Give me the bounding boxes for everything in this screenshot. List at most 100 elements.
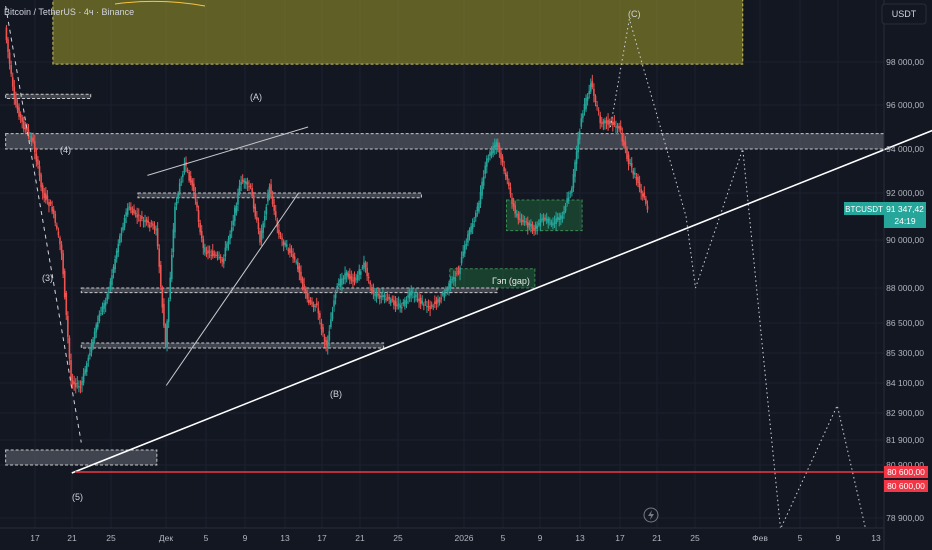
candle-body xyxy=(624,141,627,150)
time-tick-label: 21 xyxy=(67,533,77,543)
candle-body xyxy=(635,176,638,181)
candle-body xyxy=(207,250,209,254)
price-axis[interactable]: 98 000,00 96 000,00 94 000,00 92 000,00 90 0… xyxy=(883,0,924,550)
candle-body xyxy=(367,277,370,279)
candle-body xyxy=(596,104,598,107)
candle-body xyxy=(508,182,510,187)
candle-body xyxy=(246,181,249,185)
candle-body xyxy=(312,304,315,307)
candle-body xyxy=(589,83,592,92)
candle-body xyxy=(326,340,329,348)
candle-body xyxy=(74,383,77,388)
candle-body xyxy=(208,251,211,253)
candle-body xyxy=(222,258,225,264)
candle-body xyxy=(256,217,258,221)
candle-body xyxy=(537,223,540,225)
candle-body xyxy=(167,299,170,323)
candle-body xyxy=(397,303,400,306)
candle-body xyxy=(114,259,116,270)
price-badge-countdown: 24:19 xyxy=(894,216,916,226)
green-zone-top xyxy=(506,199,583,232)
candle-body xyxy=(117,243,120,253)
candle-body xyxy=(582,113,584,119)
time-tick-label: 17 xyxy=(317,533,327,543)
price-badge xyxy=(884,202,926,228)
candle-body xyxy=(580,118,583,127)
candle-body xyxy=(108,291,110,293)
candle-body xyxy=(463,245,466,254)
candle-body xyxy=(267,194,269,202)
candle-body xyxy=(178,183,181,193)
candle-body xyxy=(43,192,46,198)
candle-body xyxy=(274,211,277,218)
candle-body xyxy=(73,381,75,385)
candle-body xyxy=(437,298,439,303)
candle-body xyxy=(24,127,27,129)
candle-body xyxy=(575,151,578,165)
candle-body xyxy=(196,201,198,208)
time-tick-label: Фев xyxy=(752,533,768,543)
lightning-icon[interactable] xyxy=(643,507,659,523)
candle-body xyxy=(637,176,639,183)
candle-body xyxy=(355,278,357,280)
candle-body xyxy=(519,218,521,221)
candle-body xyxy=(498,145,501,153)
candle-body xyxy=(263,215,266,221)
candle-body xyxy=(11,77,14,87)
candle-body xyxy=(522,219,524,223)
candle-body xyxy=(405,300,408,304)
candle-body xyxy=(336,285,338,288)
candle-body xyxy=(539,219,542,227)
candle-body xyxy=(292,253,294,259)
candle-body xyxy=(643,192,646,198)
chart-title: Bitcoin / TetherUS · 4ч · Binance xyxy=(4,7,134,17)
candle-body xyxy=(334,293,337,299)
candle-body xyxy=(8,52,11,64)
candle-body xyxy=(133,208,135,214)
candle-body xyxy=(352,280,354,282)
candle-body xyxy=(259,231,261,243)
candle-body xyxy=(159,264,162,287)
candle-body xyxy=(421,300,424,304)
currency-button[interactable] xyxy=(881,3,927,25)
candle-body xyxy=(89,352,91,356)
candle-body xyxy=(627,154,630,164)
candle-body xyxy=(348,274,351,279)
time-axis[interactable]: 17 21 25 Дек 5 9 13 17 21 25 2026 5 9 13 17 21 25 Фев 5 9 13 xyxy=(0,527,884,543)
candle-body xyxy=(238,185,241,193)
candle-body xyxy=(112,266,115,274)
time-tick-label: 5 xyxy=(204,533,209,543)
level-badge-1-text: 80 600,00 xyxy=(887,467,925,477)
candle-body xyxy=(446,288,449,291)
candle-body xyxy=(56,225,58,229)
time-tick-label: Дек xyxy=(159,533,173,543)
candle-body xyxy=(350,276,353,281)
candle-body xyxy=(440,297,442,300)
candle-body xyxy=(572,174,575,188)
candle-body xyxy=(221,259,224,262)
candle-body xyxy=(511,197,513,204)
candle-body xyxy=(145,219,148,223)
candle-body xyxy=(419,297,422,304)
price-tick-label: 84 100,00 xyxy=(886,378,924,388)
candle-body xyxy=(612,121,614,125)
candle-body xyxy=(161,288,164,308)
candle-body xyxy=(388,296,390,300)
candle-body xyxy=(413,296,416,298)
wave-b-label: (B) xyxy=(330,389,342,399)
candle-body xyxy=(497,142,499,148)
time-tick-label: 13 xyxy=(280,533,290,543)
candle-body xyxy=(526,222,529,228)
candle-body xyxy=(588,90,590,95)
candle-body xyxy=(602,121,605,124)
candle-body xyxy=(226,243,228,249)
candle-body xyxy=(303,284,305,290)
candle-body xyxy=(426,306,428,308)
candle-body xyxy=(76,382,79,384)
candle-body xyxy=(175,201,178,206)
drawing-stroke xyxy=(114,0,206,7)
candle-body xyxy=(605,120,608,124)
main-trendline xyxy=(71,129,932,474)
